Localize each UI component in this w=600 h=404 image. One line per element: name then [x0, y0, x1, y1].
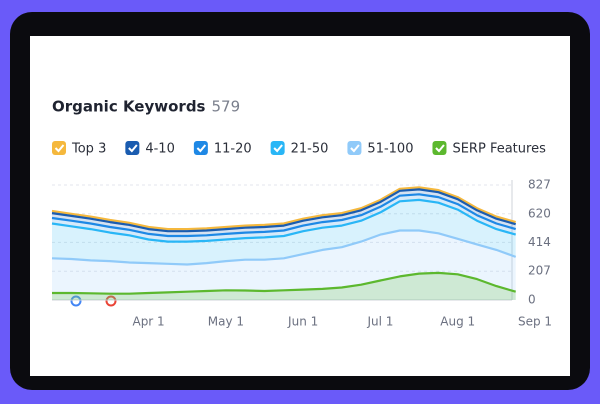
check-mark	[435, 144, 445, 153]
keyword-count: 579	[211, 98, 240, 116]
y-tick-label: 620	[528, 206, 551, 220]
google-icon	[70, 295, 82, 307]
series-line	[51, 198, 517, 243]
legend-label: 11-20	[214, 142, 252, 157]
legend-label: Top 3	[71, 142, 106, 157]
card	[30, 36, 570, 376]
check-mark	[273, 144, 283, 153]
series-line	[51, 193, 517, 238]
legend-label: SERP Features	[452, 142, 546, 157]
area	[52, 199, 516, 265]
x-tick-label: Sep 1	[518, 315, 552, 329]
y-tick-label: 207	[528, 264, 551, 278]
legend-checkbox[interactable]	[125, 141, 140, 155]
chart-title: Organic Keywords	[52, 98, 206, 116]
check-mark	[128, 144, 138, 153]
google-icon	[105, 295, 117, 307]
x-tick-label: Aug 1	[440, 315, 475, 329]
area	[52, 230, 516, 300]
y-tick-label: 414	[528, 235, 551, 249]
series-line	[52, 271, 517, 295]
legend-checkbox[interactable]	[347, 141, 362, 155]
x-tick-label: Jul 1	[366, 315, 393, 329]
x-tick-label: Jun 1	[287, 315, 318, 329]
legend-label: 4-10	[145, 142, 175, 157]
check-mark	[196, 144, 207, 153]
series-line	[51, 188, 517, 233]
series-line	[51, 186, 517, 231]
y-tick-label: 827	[528, 178, 551, 192]
y-tick-label: 0	[528, 293, 536, 307]
area	[52, 194, 516, 242]
x-tick-label: Apr 1	[132, 315, 164, 329]
legend-checkbox[interactable]	[432, 141, 447, 155]
legend-checkbox[interactable]	[52, 141, 66, 155]
legend-label: 21-50	[291, 142, 329, 157]
check-mark	[54, 144, 65, 153]
legend-checkbox[interactable]	[270, 141, 285, 155]
check-mark	[350, 144, 360, 153]
legend-checkbox[interactable]	[193, 141, 208, 155]
x-tick-label: May 1	[208, 315, 244, 329]
series-line	[51, 229, 517, 266]
legend-label: 51-100	[367, 142, 413, 157]
